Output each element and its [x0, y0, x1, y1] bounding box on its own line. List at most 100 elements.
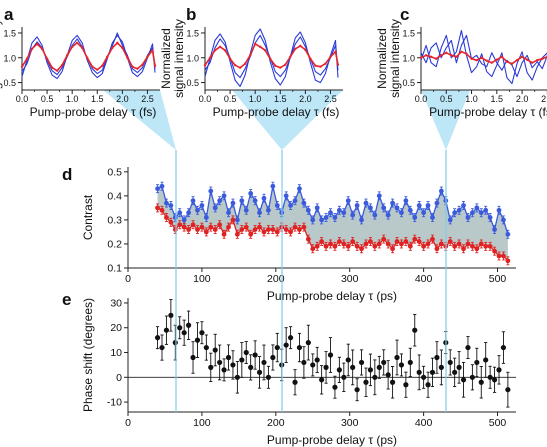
- data-point-d-0: [341, 210, 347, 216]
- data-point-d-1: [336, 239, 342, 244]
- data-point-d-0: [328, 210, 333, 216]
- data-point-d-1: [234, 231, 240, 237]
- data-point-e: [159, 344, 165, 351]
- x-tick-label-b: 2.5: [324, 94, 337, 104]
- data-point-d-1: [394, 239, 400, 244]
- data-point-d-0: [261, 195, 267, 201]
- data-point-d-1: [434, 246, 440, 252]
- y-tick-label-d: 0.1: [107, 263, 122, 275]
- data-point-a-2: [131, 65, 134, 68]
- series-line-a-2: [21, 42, 156, 72]
- y-tick-label-d: 0.4: [107, 190, 122, 202]
- data-point-a-2: [35, 42, 39, 46]
- data-point-d-1: [181, 224, 187, 230]
- x-tick-label-b: 0.0: [199, 94, 212, 104]
- data-point-d-0: [252, 198, 258, 204]
- data-point-d-0: [195, 207, 200, 213]
- data-point-d-0: [359, 217, 364, 223]
- data-point-e: [190, 354, 196, 361]
- data-point-d-0: [190, 198, 196, 204]
- y-axis-label-line-c: signal intensity: [388, 19, 402, 98]
- data-point-d-1: [230, 217, 236, 223]
- data-point-a-2: [81, 46, 84, 50]
- data-point-e: [177, 325, 183, 331]
- data-point-d-0: [390, 200, 395, 206]
- data-point-d-1: [212, 227, 218, 232]
- y-tick-label-e: -10: [107, 397, 122, 409]
- data-point-c-2: [536, 59, 539, 62]
- data-point-e: [208, 364, 214, 370]
- data-point-e: [265, 374, 272, 380]
- data-point-b-2: [329, 55, 332, 58]
- data-point-d-1: [469, 243, 475, 249]
- data-point-d-0: [297, 186, 302, 192]
- data-point-d-0: [305, 207, 311, 213]
- y-tick-label-c: 1.0: [402, 53, 415, 63]
- data-point-d-1: [425, 241, 431, 247]
- data-point-e: [407, 359, 413, 366]
- data-point-b-2: [334, 50, 337, 54]
- connector-b: [232, 90, 343, 150]
- data-point-d-1: [416, 239, 422, 244]
- data-point-d-1: [487, 243, 493, 249]
- data-point-d-1: [438, 241, 444, 247]
- data-point-d-0: [168, 203, 174, 208]
- data-point-d-0: [248, 191, 254, 196]
- data-point-e: [421, 374, 427, 380]
- data-point-b-2: [319, 65, 322, 68]
- y-tick-label-b: 1.5: [186, 28, 199, 38]
- x-tick-label-e: 500: [489, 417, 507, 429]
- data-point-d-1: [168, 219, 174, 225]
- data-point-c-2: [480, 56, 483, 59]
- data-point-b-2: [259, 45, 262, 49]
- data-point-a-2: [141, 63, 144, 66]
- data-point-d-0: [421, 210, 427, 216]
- data-point-d-0: [407, 207, 413, 213]
- data-point-d-0: [438, 188, 444, 194]
- y-tick-label-e: 30: [110, 297, 122, 309]
- data-point-e: [239, 357, 245, 363]
- data-point-d-1: [248, 231, 254, 237]
- data-point-d-1: [399, 241, 404, 247]
- data-point-b-2: [233, 63, 237, 67]
- data-point-d-1: [301, 224, 307, 230]
- data-point-e: [225, 354, 232, 361]
- data-point-d-0: [345, 198, 351, 204]
- data-point-a-2: [153, 64, 157, 67]
- data-point-e: [301, 359, 307, 366]
- x-tick-label-a: 2.0: [116, 94, 129, 104]
- data-point-d-0: [323, 215, 329, 220]
- data-point-d-0: [336, 207, 342, 213]
- data-point-e: [372, 374, 378, 380]
- data-point-c-2: [485, 59, 488, 62]
- data-point-b-2: [228, 57, 232, 60]
- data-point-d-0: [234, 217, 240, 223]
- data-point-d-0: [164, 200, 169, 206]
- data-point-a-2: [40, 47, 44, 51]
- data-point-d-0: [372, 212, 378, 218]
- x-axis-label-b: Pump-probe delay τ (fs): [213, 105, 340, 119]
- data-point-e: [469, 374, 475, 380]
- series-line-b-0: [204, 28, 339, 88]
- data-point-e: [217, 359, 223, 366]
- data-point-e: [221, 367, 227, 373]
- data-point-d-0: [430, 215, 435, 220]
- data-point-c-2: [429, 55, 433, 58]
- data-point-b-2: [294, 47, 297, 51]
- data-point-e: [358, 359, 365, 366]
- data-point-d-0: [288, 203, 293, 208]
- data-point-d-0: [217, 198, 223, 204]
- data-point-d-0: [381, 205, 387, 211]
- data-point-d-1: [283, 227, 289, 232]
- data-point-c-2: [490, 61, 493, 64]
- data-point-e: [199, 330, 205, 336]
- data-point-d-0: [319, 217, 325, 223]
- series-line-c-1: [420, 34, 547, 78]
- series-line-b-2: [204, 43, 339, 69]
- data-point-d-0: [452, 210, 458, 216]
- data-point-d-1: [412, 236, 418, 242]
- x-axis-label-e: Pump-probe delay τ (ps): [267, 433, 397, 447]
- data-point-d-1: [155, 205, 160, 211]
